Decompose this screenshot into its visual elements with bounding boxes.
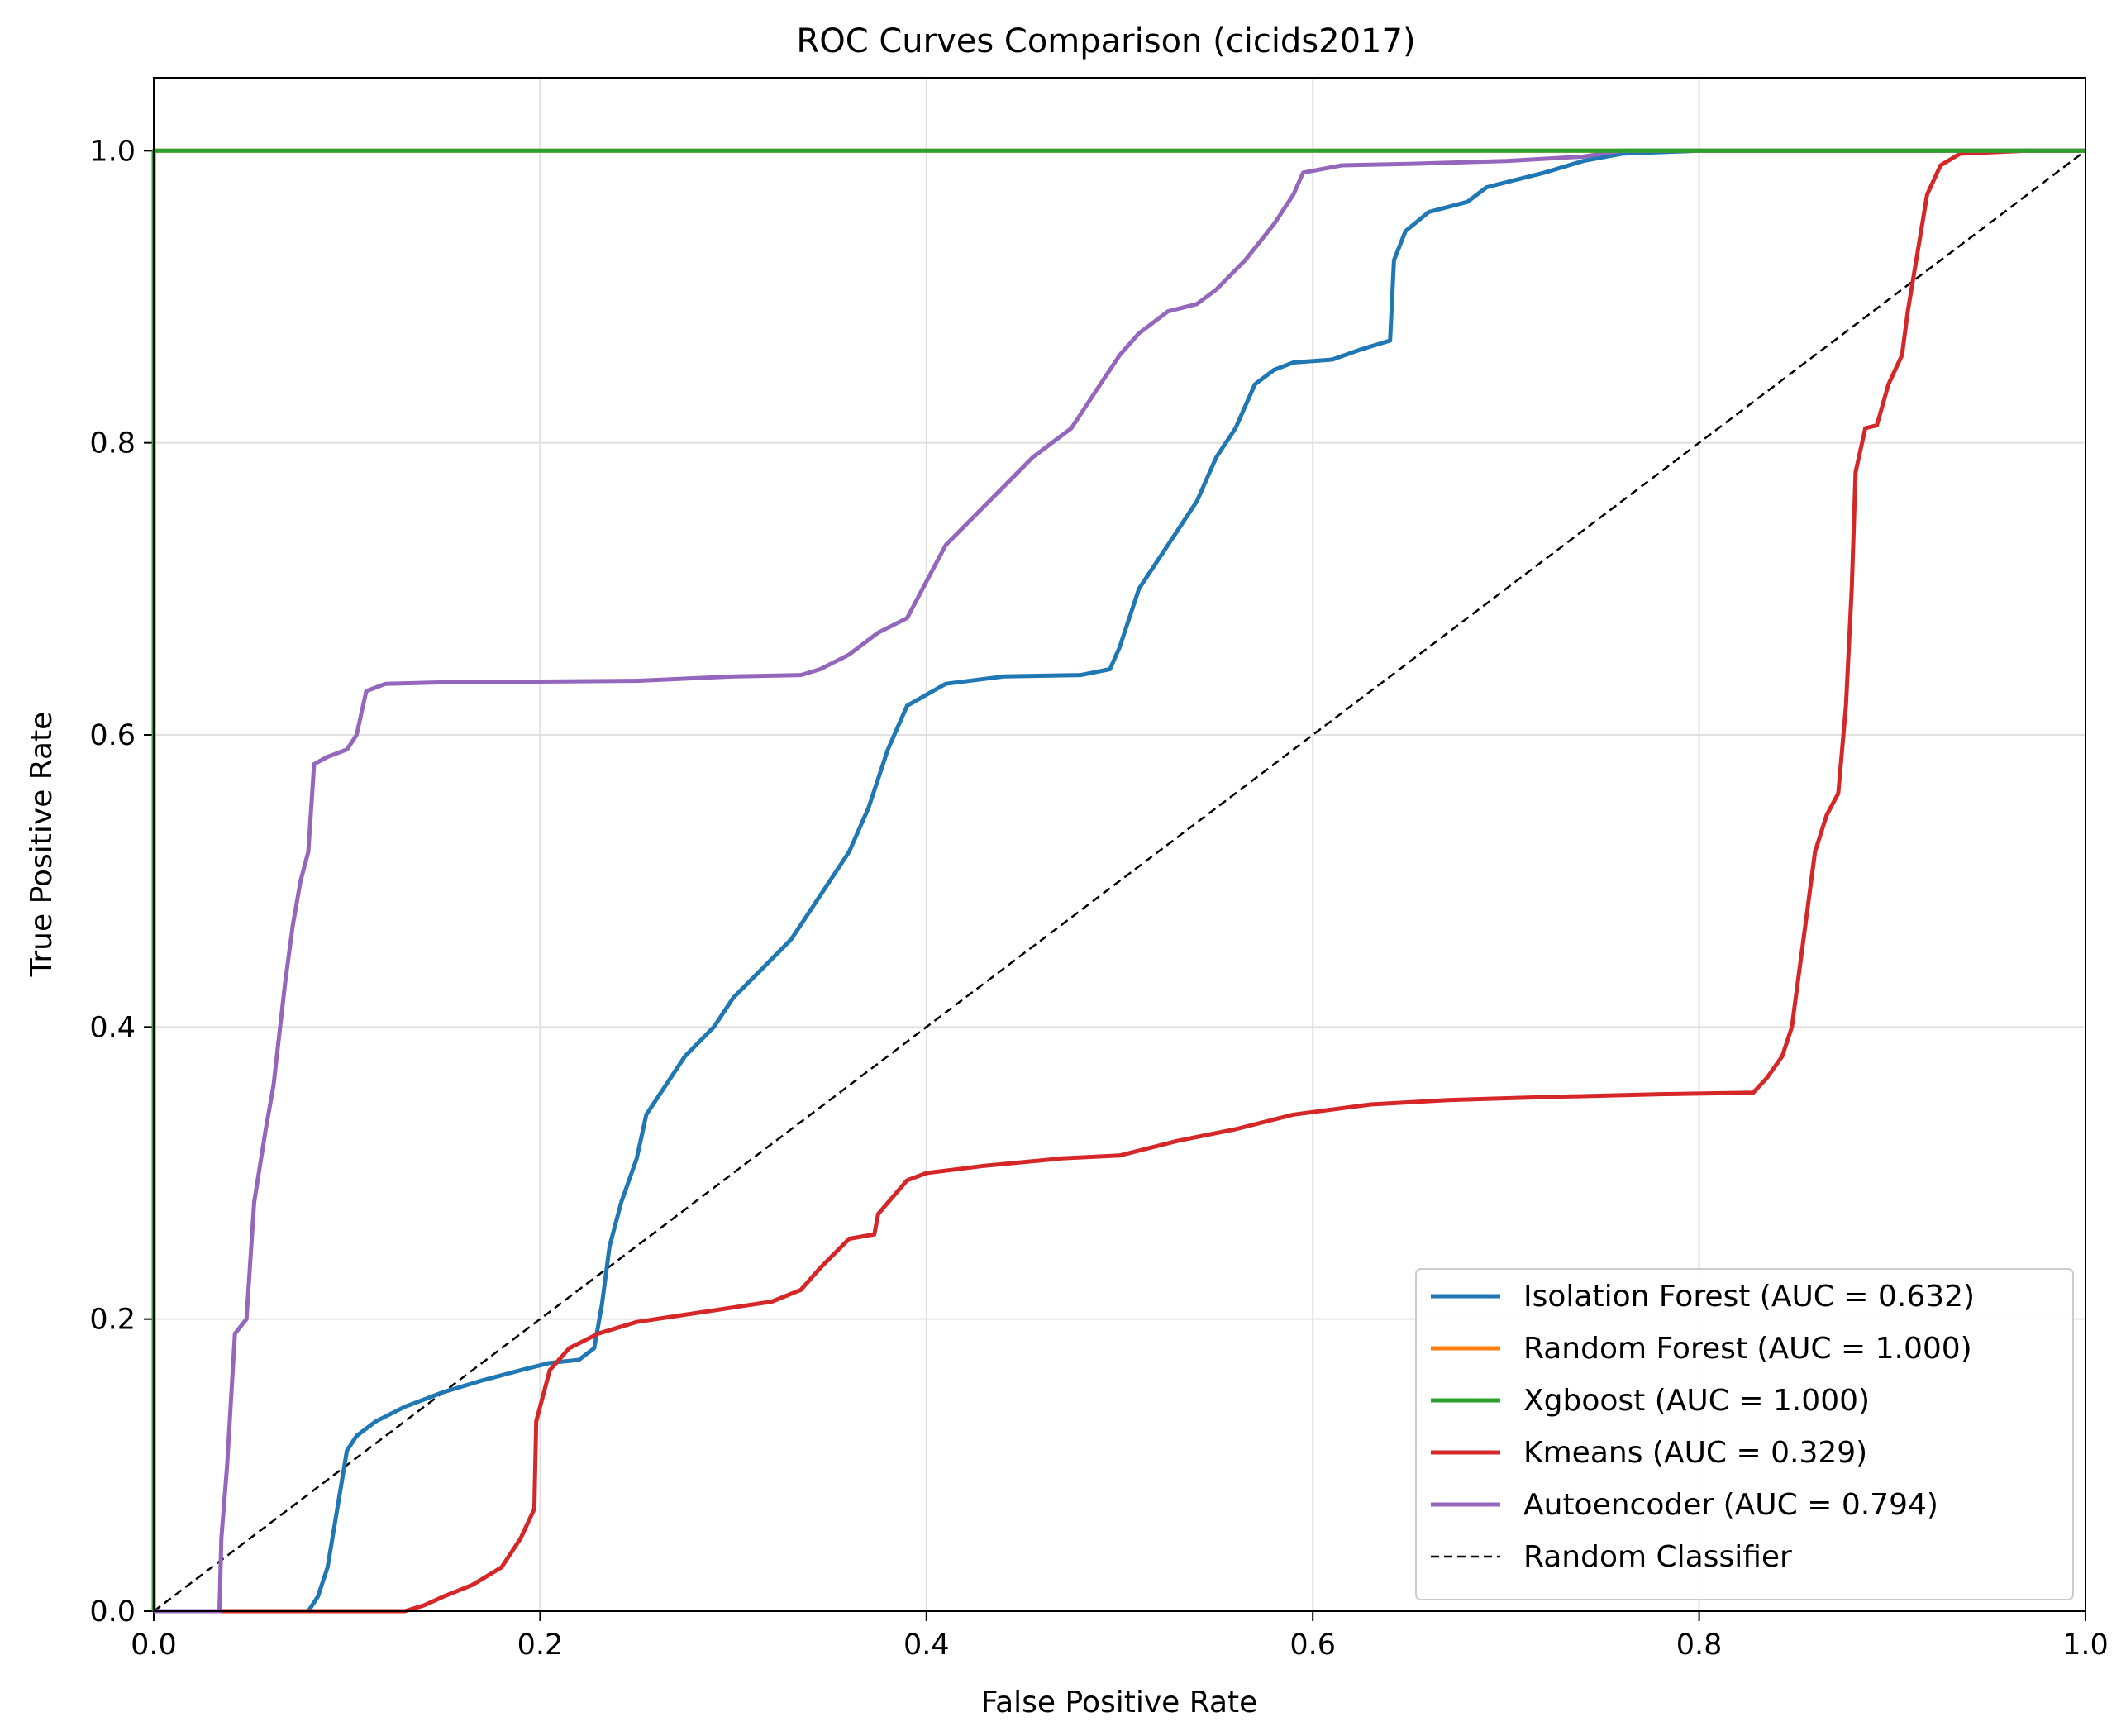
y-tick-label: 0.4 bbox=[89, 1011, 136, 1044]
series-line-isolation-forest bbox=[154, 148, 2085, 1614]
y-tick-label: 0.2 bbox=[89, 1304, 136, 1337]
legend-label-xgboost: Xgboost (AUC = 1.000) bbox=[1523, 1384, 1870, 1418]
legend-label-random-classifier: Random Classifier bbox=[1523, 1540, 1792, 1574]
chart-title: ROC Curves Comparison (cicids2017) bbox=[796, 22, 1415, 60]
y-tick-label: 0.0 bbox=[89, 1595, 136, 1629]
legend-box bbox=[1415, 1268, 2074, 1600]
y-tick-label: 1.0 bbox=[89, 135, 136, 168]
plot-frame bbox=[153, 77, 2086, 1612]
legend: Isolation Forest (AUC = 0.632) Random For… bbox=[1415, 1268, 2074, 1600]
series-line-kmeans bbox=[154, 148, 2085, 1614]
x-tick-label: 1.0 bbox=[2062, 1629, 2109, 1662]
x-tick-label: 0.8 bbox=[1676, 1629, 1723, 1662]
x-axis-label: False Positive Rate bbox=[981, 1686, 1258, 1719]
grid-lines bbox=[153, 78, 2086, 1612]
axis-ticks: 0.0 0.2 0.4 0.6 0.8 1.0 0.0 0.2 0.4 0.6 0.8 1.0 bbox=[89, 135, 2109, 1662]
legend-label-random-forest: Random Forest (AUC = 1.000) bbox=[1523, 1332, 1972, 1366]
y-tick-label: 0.8 bbox=[89, 427, 136, 460]
series-line-autoencoder bbox=[154, 148, 2085, 1614]
x-tick-label: 0.0 bbox=[131, 1629, 177, 1662]
legend-label-autoencoder: Autoencoder (AUC = 0.794) bbox=[1523, 1488, 1938, 1522]
x-tick-label: 0.2 bbox=[517, 1629, 564, 1662]
y-axis-label: True Positive Rate bbox=[25, 712, 59, 978]
y-tick-label: 0.6 bbox=[89, 719, 136, 752]
legend-label-isolation-forest: Isolation Forest (AUC = 0.632) bbox=[1523, 1280, 1975, 1314]
series-line-random-classifier bbox=[153, 150, 2086, 1612]
x-tick-label: 0.6 bbox=[1289, 1629, 1336, 1662]
x-tick-label: 0.4 bbox=[903, 1629, 950, 1662]
legend-label-kmeans: Kmeans (AUC = 0.329) bbox=[1523, 1436, 1867, 1470]
